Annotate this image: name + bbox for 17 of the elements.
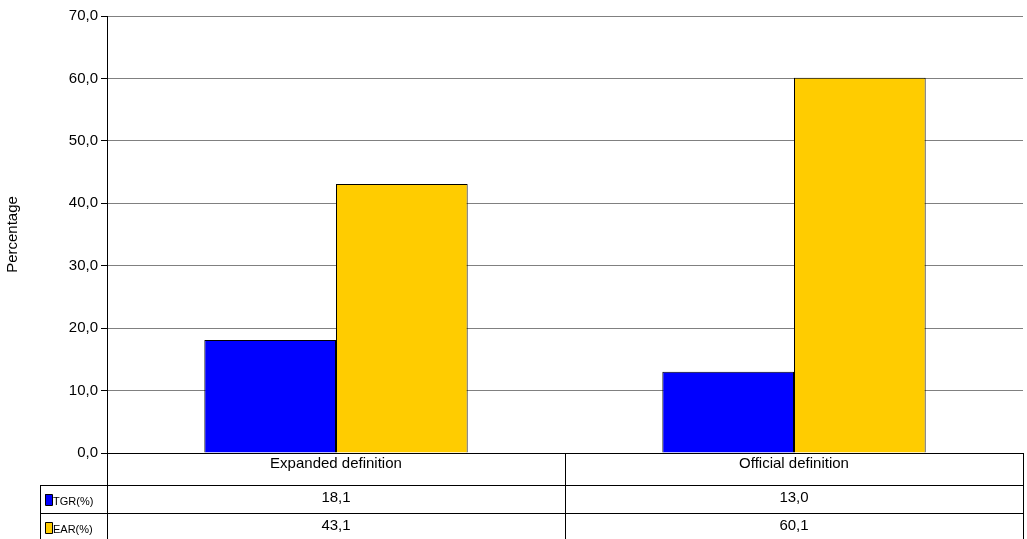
y-tick-label: 20,0 — [68, 318, 98, 336]
x-tick-label: Official definition — [739, 454, 849, 472]
data-label: 18,1 — [321, 488, 351, 506]
y-tick-label: 40,0 — [68, 193, 98, 211]
x-tick-label: Expanded definition — [270, 454, 402, 472]
y-tick-label: 50,0 — [68, 131, 98, 148]
y-tick-label: 0,0 — [77, 443, 98, 461]
data-label: 43,1 — [321, 516, 351, 534]
y-axis-title: Percentage — [3, 196, 21, 273]
legend-label: EAR(%) — [53, 523, 93, 536]
y-tick-label: 60,0 — [68, 68, 98, 86]
data-label: 13,0 — [779, 488, 809, 506]
y-tick-label: 30,0 — [68, 255, 98, 273]
legend-label: TGR(%) — [53, 495, 94, 508]
data-label: 60,1 — [779, 516, 809, 534]
y-tick-label: 70,0 — [68, 6, 98, 24]
y-tick-label: 10,0 — [68, 380, 98, 398]
